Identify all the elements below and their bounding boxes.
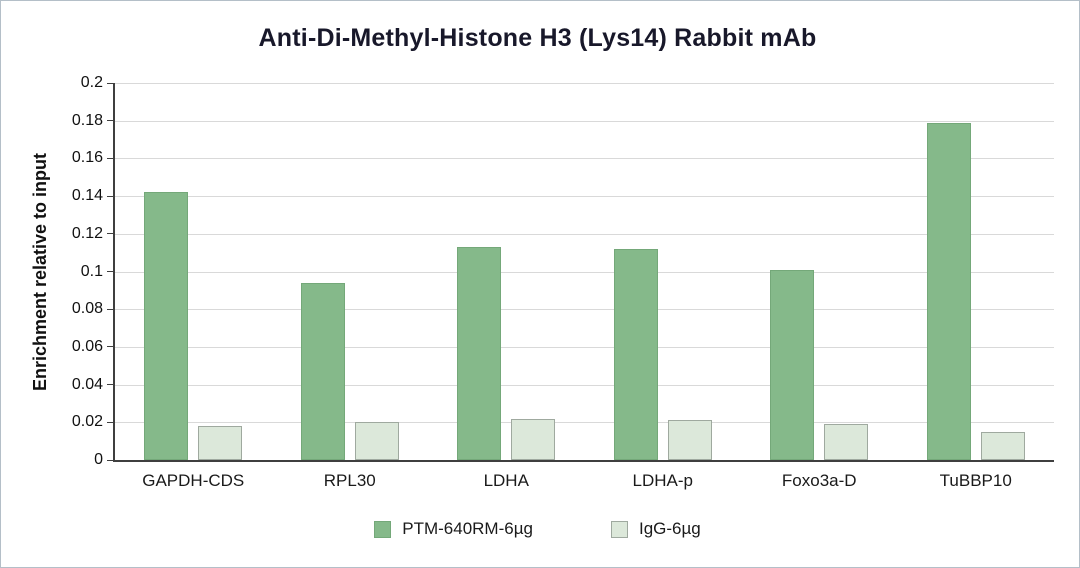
y-tick-label: 0.08 [71, 300, 103, 318]
bar-series-1 [457, 247, 502, 460]
x-category-label: LDHA-p [632, 471, 693, 490]
gridline [115, 196, 1054, 198]
gridline [115, 271, 1054, 273]
y-tick-mark [107, 459, 113, 461]
gridline [115, 120, 1054, 122]
bar-series-2 [667, 420, 712, 460]
x-category-label: LDHA [483, 471, 529, 490]
legend-item: IgG-6µg [610, 519, 701, 539]
y-axis-label: Enrichment relative to input [29, 153, 50, 392]
gridline [115, 346, 1054, 348]
bar-group [741, 83, 898, 460]
bar-series-1 [770, 269, 815, 460]
gridline [115, 158, 1054, 160]
bar-group [272, 83, 429, 460]
chart-title: Anti-Di-Methyl-Histone H3 (Lys14) Rabbit… [258, 24, 817, 52]
gridline [115, 83, 1054, 84]
y-tick-mark [107, 120, 113, 122]
x-category-label: TuBBP10 [939, 471, 1012, 490]
y-tick-mark [107, 195, 113, 197]
legend-item: PTM-640RM-6µg [374, 519, 533, 539]
bar-series-2 [354, 422, 399, 460]
chart-body: Enrichment relative to input 0 0.02 0.04 0.… [21, 74, 1055, 491]
bar-series-2 [824, 424, 869, 460]
bar-series-2 [511, 418, 556, 460]
bar-series-1 [926, 122, 971, 460]
y-tick-mark [107, 421, 113, 423]
bar-group [898, 83, 1055, 460]
bar-series-2 [980, 431, 1025, 460]
y-axis-label-column: Enrichment relative to input [21, 83, 59, 462]
y-tick-label: 0 [94, 451, 103, 468]
legend-swatch-series-2 [610, 520, 628, 538]
bar-group [585, 83, 742, 460]
y-tick-label: 0.04 [71, 375, 103, 393]
gridline [115, 422, 1054, 424]
y-tick-label: 0.2 [80, 74, 103, 91]
y-tick-label: 0.16 [71, 149, 103, 167]
x-axis-labels: GAPDH-CDS RPL30 LDHA LDHA-p Foxo3a-D TuBBP10 [113, 471, 1054, 491]
x-category-label: Foxo3a-D [781, 471, 857, 490]
gridline [115, 384, 1054, 386]
y-tick-label: 0.1 [80, 262, 103, 280]
y-tick-mark [107, 83, 113, 84]
plot-area [107, 83, 1055, 462]
x-category-label: RPL30 [323, 471, 376, 490]
bar-series-1 [144, 192, 189, 460]
y-tick-mark [107, 384, 113, 386]
plot-column: GAPDH-CDS RPL30 LDHA LDHA-p Foxo3a-D TuBBP10 [107, 83, 1055, 491]
y-tick-mark [107, 346, 113, 348]
bar-series-1 [300, 282, 345, 460]
bar-group [428, 83, 585, 460]
legend-label: PTM-640RM-6µg [402, 519, 533, 538]
legend-swatch-series-1 [374, 520, 392, 538]
gridline [115, 309, 1054, 311]
y-tick-mark [107, 308, 113, 310]
y-tick-mark [107, 157, 113, 159]
bar-group [115, 83, 272, 460]
y-axis-tick-labels: 0 0.02 0.04 0.06 0.08 0.1 0.12 0.14 0.16 0.18 0.2 [59, 74, 113, 468]
y-tick-label: 0.02 [71, 413, 103, 431]
bar-series-1 [613, 248, 658, 460]
y-tick-label: 0.12 [71, 224, 103, 242]
x-category-label: GAPDH-CDS [142, 471, 245, 490]
y-tick-label: 0.14 [71, 187, 103, 205]
gridline [115, 233, 1054, 235]
y-tick-label: 0.18 [71, 111, 103, 129]
y-tick-mark [107, 271, 113, 272]
legend: PTM-640RM-6µg IgG-6µg [21, 519, 1054, 539]
bar-series-2 [198, 426, 243, 460]
legend-label: IgG-6µg [638, 519, 701, 538]
y-tick-label: 0.06 [71, 337, 103, 355]
y-tick-mark [107, 233, 113, 235]
